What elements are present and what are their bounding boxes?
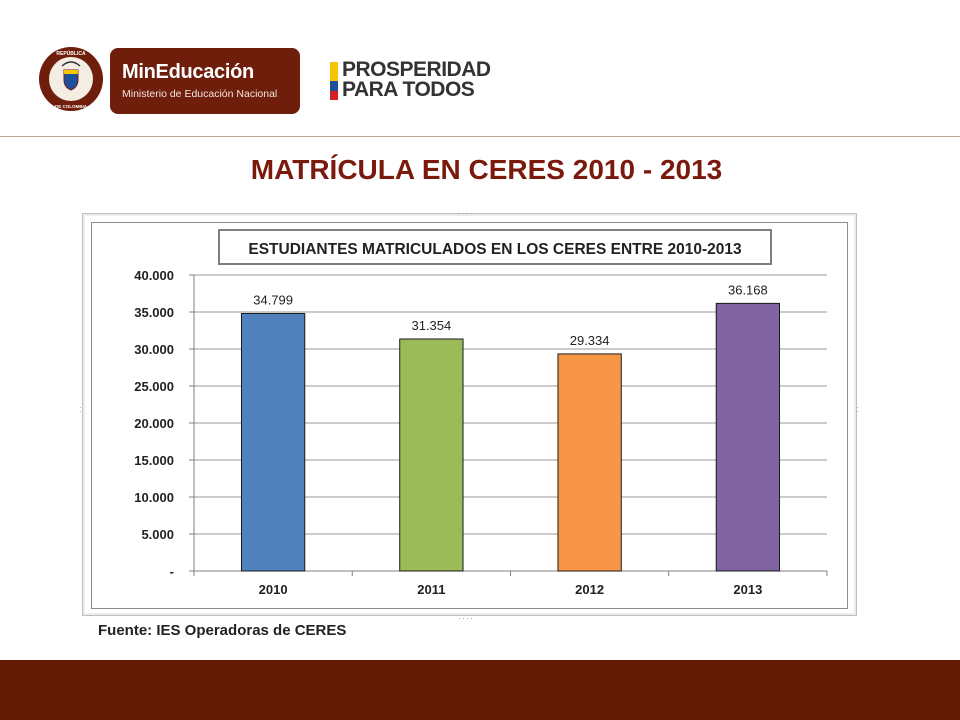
- y-tick-label: 5.000: [141, 527, 174, 542]
- header-divider: [0, 136, 960, 137]
- mineducacion-logo: MinEducación Ministerio de Educación Nac…: [110, 48, 300, 114]
- resize-handle-bottom[interactable]: ····: [458, 613, 474, 623]
- bar: [557, 353, 622, 572]
- bar: [399, 338, 464, 572]
- y-tick-label: 35.000: [134, 305, 174, 320]
- source-note: Fuente: IES Operadoras de CERES: [98, 622, 347, 639]
- colombia-flag-icon: [330, 62, 338, 100]
- x-tick-label: 2011: [417, 582, 445, 597]
- bar: [715, 302, 781, 572]
- x-tick-label: 2012: [575, 582, 604, 597]
- y-tick-label: 40.000: [134, 268, 174, 283]
- slogan-line-1: PROSPERIDAD: [342, 58, 491, 81]
- bar-chart: ESTUDIANTES MATRICULADOS EN LOS CERES EN…: [134, 229, 828, 597]
- seal-text-top: REPÚBLICA: [56, 50, 86, 57]
- data-label: 36.168: [728, 282, 768, 297]
- brand-subtitle: Ministerio de Educación Nacional: [122, 88, 278, 100]
- chart-area: ESTUDIANTES MATRICULADOS EN LOS CERES EN…: [91, 222, 848, 609]
- resize-handle-left[interactable]: :: [79, 404, 83, 414]
- resize-handle-right[interactable]: :: [856, 404, 860, 414]
- data-label: 34.799: [253, 292, 293, 307]
- y-tick-label: 10.000: [134, 490, 174, 505]
- resize-handle-top[interactable]: ····: [458, 208, 474, 218]
- slogan-line-2: PARA TODOS: [342, 78, 475, 101]
- y-tick-label: 20.000: [134, 416, 174, 431]
- bar: [240, 312, 306, 572]
- colombia-seal-logo: REPÚBLICA DE COLOMBIA: [39, 47, 103, 111]
- prosperidad-logo: PROSPERIDAD PARA TODOS: [342, 58, 491, 101]
- y-tick-label: 15.000: [134, 453, 174, 468]
- x-tick-label: 2010: [259, 582, 288, 597]
- y-tick-label: -: [170, 564, 174, 579]
- brand-name: MinEducación: [122, 61, 254, 83]
- slide-title: MATRÍCULA EN CERES 2010 - 2013: [250, 154, 723, 185]
- footer-band: [0, 660, 960, 720]
- x-tick-label: 2013: [733, 582, 762, 597]
- y-tick-label: 30.000: [134, 342, 174, 357]
- chart-frame[interactable]: ···· ···· : : ESTUDIANTES MATRICULADOS E…: [79, 208, 860, 623]
- chart-title: ESTUDIANTES MATRICULADOS EN LOS CERES EN…: [248, 241, 742, 258]
- data-label: 31.354: [411, 318, 451, 333]
- data-label: 29.334: [570, 333, 610, 348]
- y-tick-label: 25.000: [134, 379, 174, 394]
- seal-text-bottom: DE COLOMBIA: [55, 104, 88, 109]
- chart-title-box: [218, 229, 772, 265]
